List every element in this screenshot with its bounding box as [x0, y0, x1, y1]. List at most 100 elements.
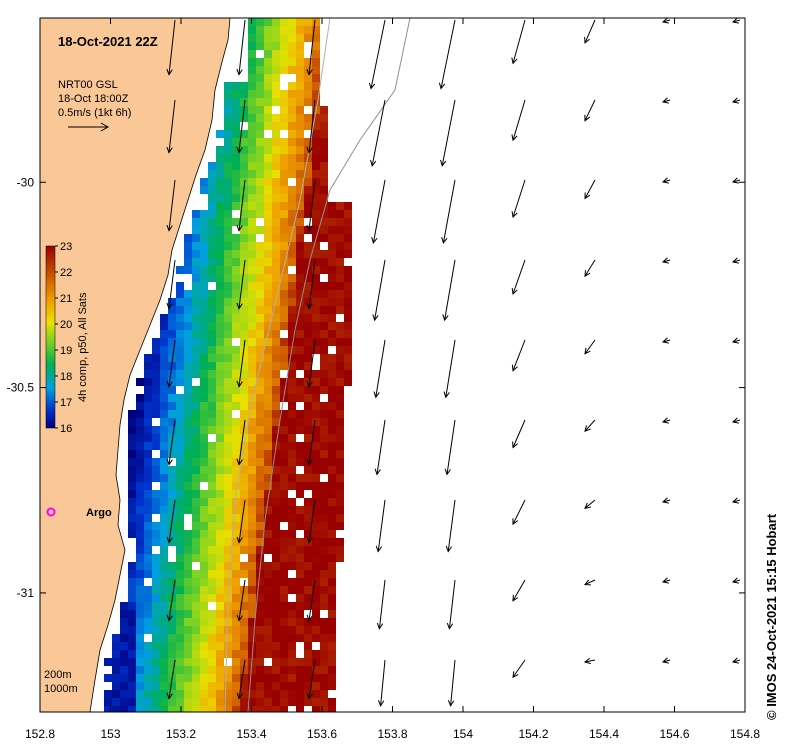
- sst-pixel: [328, 570, 336, 578]
- sst-pixel: [184, 578, 192, 586]
- sst-pixel: [184, 466, 192, 474]
- sst-pixel: [288, 666, 296, 674]
- sst-pixel: [136, 658, 144, 666]
- sst-pixel: [232, 586, 240, 594]
- sst-pixel: [232, 234, 240, 242]
- current-vector: [166, 499, 176, 544]
- sst-pixel: [312, 698, 320, 706]
- argo-float-marker[interactable]: [46, 507, 56, 517]
- sst-pixel: [176, 634, 184, 642]
- sst-pixel: [168, 394, 176, 402]
- sst-pixel: [208, 346, 216, 354]
- sst-pixel: [144, 674, 152, 682]
- sst-pixel: [328, 666, 336, 674]
- sst-pixel: [280, 138, 288, 146]
- x-tick-label: 153: [100, 727, 120, 741]
- sst-pixel: [264, 410, 272, 418]
- sst-pixel: [344, 354, 352, 362]
- sst-pixel: [248, 426, 256, 434]
- sst-pixel: [192, 658, 200, 666]
- sst-pixel: [272, 474, 280, 482]
- sst-pixel: [256, 162, 264, 170]
- sst-pixel: [248, 90, 256, 98]
- sst-pixel: [272, 130, 280, 138]
- sst-pixel: [192, 394, 200, 402]
- sst-pixel: [288, 50, 296, 58]
- sst-pixel: [240, 482, 248, 490]
- sst-pixel: [320, 666, 328, 674]
- sst-pixel: [240, 706, 248, 712]
- sst-pixel: [320, 562, 328, 570]
- sst-pixel: [320, 146, 328, 154]
- sst-pixel: [152, 426, 160, 434]
- sst-pixel: [240, 314, 248, 322]
- current-vector: [512, 579, 526, 602]
- sst-pixel: [288, 506, 296, 514]
- sst-pixel: [264, 338, 272, 346]
- sst-pixel: [224, 650, 232, 658]
- sst-pixel: [232, 370, 240, 378]
- sst-pixel: [280, 178, 288, 186]
- sst-pixel: [176, 314, 184, 322]
- sst-pixel: [280, 474, 288, 482]
- sst-pixel: [344, 338, 352, 346]
- sst-pixel: [160, 586, 168, 594]
- current-vector: [166, 419, 176, 466]
- sst-pixel: [288, 114, 296, 122]
- sst-pixel: [256, 586, 264, 594]
- sst-pixel: [168, 410, 176, 418]
- sst-pixel: [224, 418, 232, 426]
- sst-pixel: [240, 466, 248, 474]
- sst-pixel: [256, 410, 264, 418]
- sst-pixel: [312, 122, 320, 130]
- sst-pixel: [304, 138, 312, 146]
- sst-pixel: [256, 482, 264, 490]
- sst-pixel: [224, 530, 232, 538]
- sst-pixel: [168, 698, 176, 706]
- sst-pixel: [288, 146, 296, 154]
- sst-pixel: [280, 66, 288, 74]
- sst-pixel: [312, 394, 320, 402]
- sst-pixel: [152, 346, 160, 354]
- sst-pixel: [320, 330, 328, 338]
- sst-pixel: [280, 466, 288, 474]
- sst-pixel: [216, 426, 224, 434]
- sst-pixel: [264, 618, 272, 626]
- sst-pixel: [224, 402, 232, 410]
- sst-pixel: [280, 362, 288, 370]
- sst-pixel: [248, 554, 256, 562]
- sst-pixel: [304, 346, 312, 354]
- sst-pixel: [232, 498, 240, 506]
- sst-pixel: [320, 298, 328, 306]
- sst-pixel: [328, 242, 336, 250]
- sst-pixel: [192, 610, 200, 618]
- sst-pixel: [256, 602, 264, 610]
- sst-pixel: [216, 306, 224, 314]
- sst-pixel: [168, 562, 176, 570]
- sst-pixel: [160, 562, 168, 570]
- sst-pixel: [160, 610, 168, 618]
- sst-pixel: [208, 674, 216, 682]
- sst-pixel: [200, 298, 208, 306]
- sst-pixel: [272, 274, 280, 282]
- sst-pixel: [168, 370, 176, 378]
- sst-pixel: [128, 434, 136, 442]
- sst-pixel: [232, 450, 240, 458]
- sst-pixel: [320, 466, 328, 474]
- current-vector: [731, 177, 741, 184]
- sst-pixel: [144, 562, 152, 570]
- sst-pixel: [160, 514, 168, 522]
- sst-pixel: [192, 482, 200, 490]
- sst-pixel: [320, 426, 328, 434]
- sst-pixel: [288, 658, 296, 666]
- sst-pixel: [320, 514, 328, 522]
- sst-pixel: [152, 466, 160, 474]
- sst-pixel: [280, 570, 288, 578]
- sst-pixel: [152, 634, 160, 642]
- sst-pixel: [152, 378, 160, 386]
- sst-pixel: [176, 706, 184, 712]
- sst-pixel: [320, 130, 328, 138]
- sst-pixel: [232, 258, 240, 266]
- sst-pixel: [264, 514, 272, 522]
- sst-pixel: [328, 634, 336, 642]
